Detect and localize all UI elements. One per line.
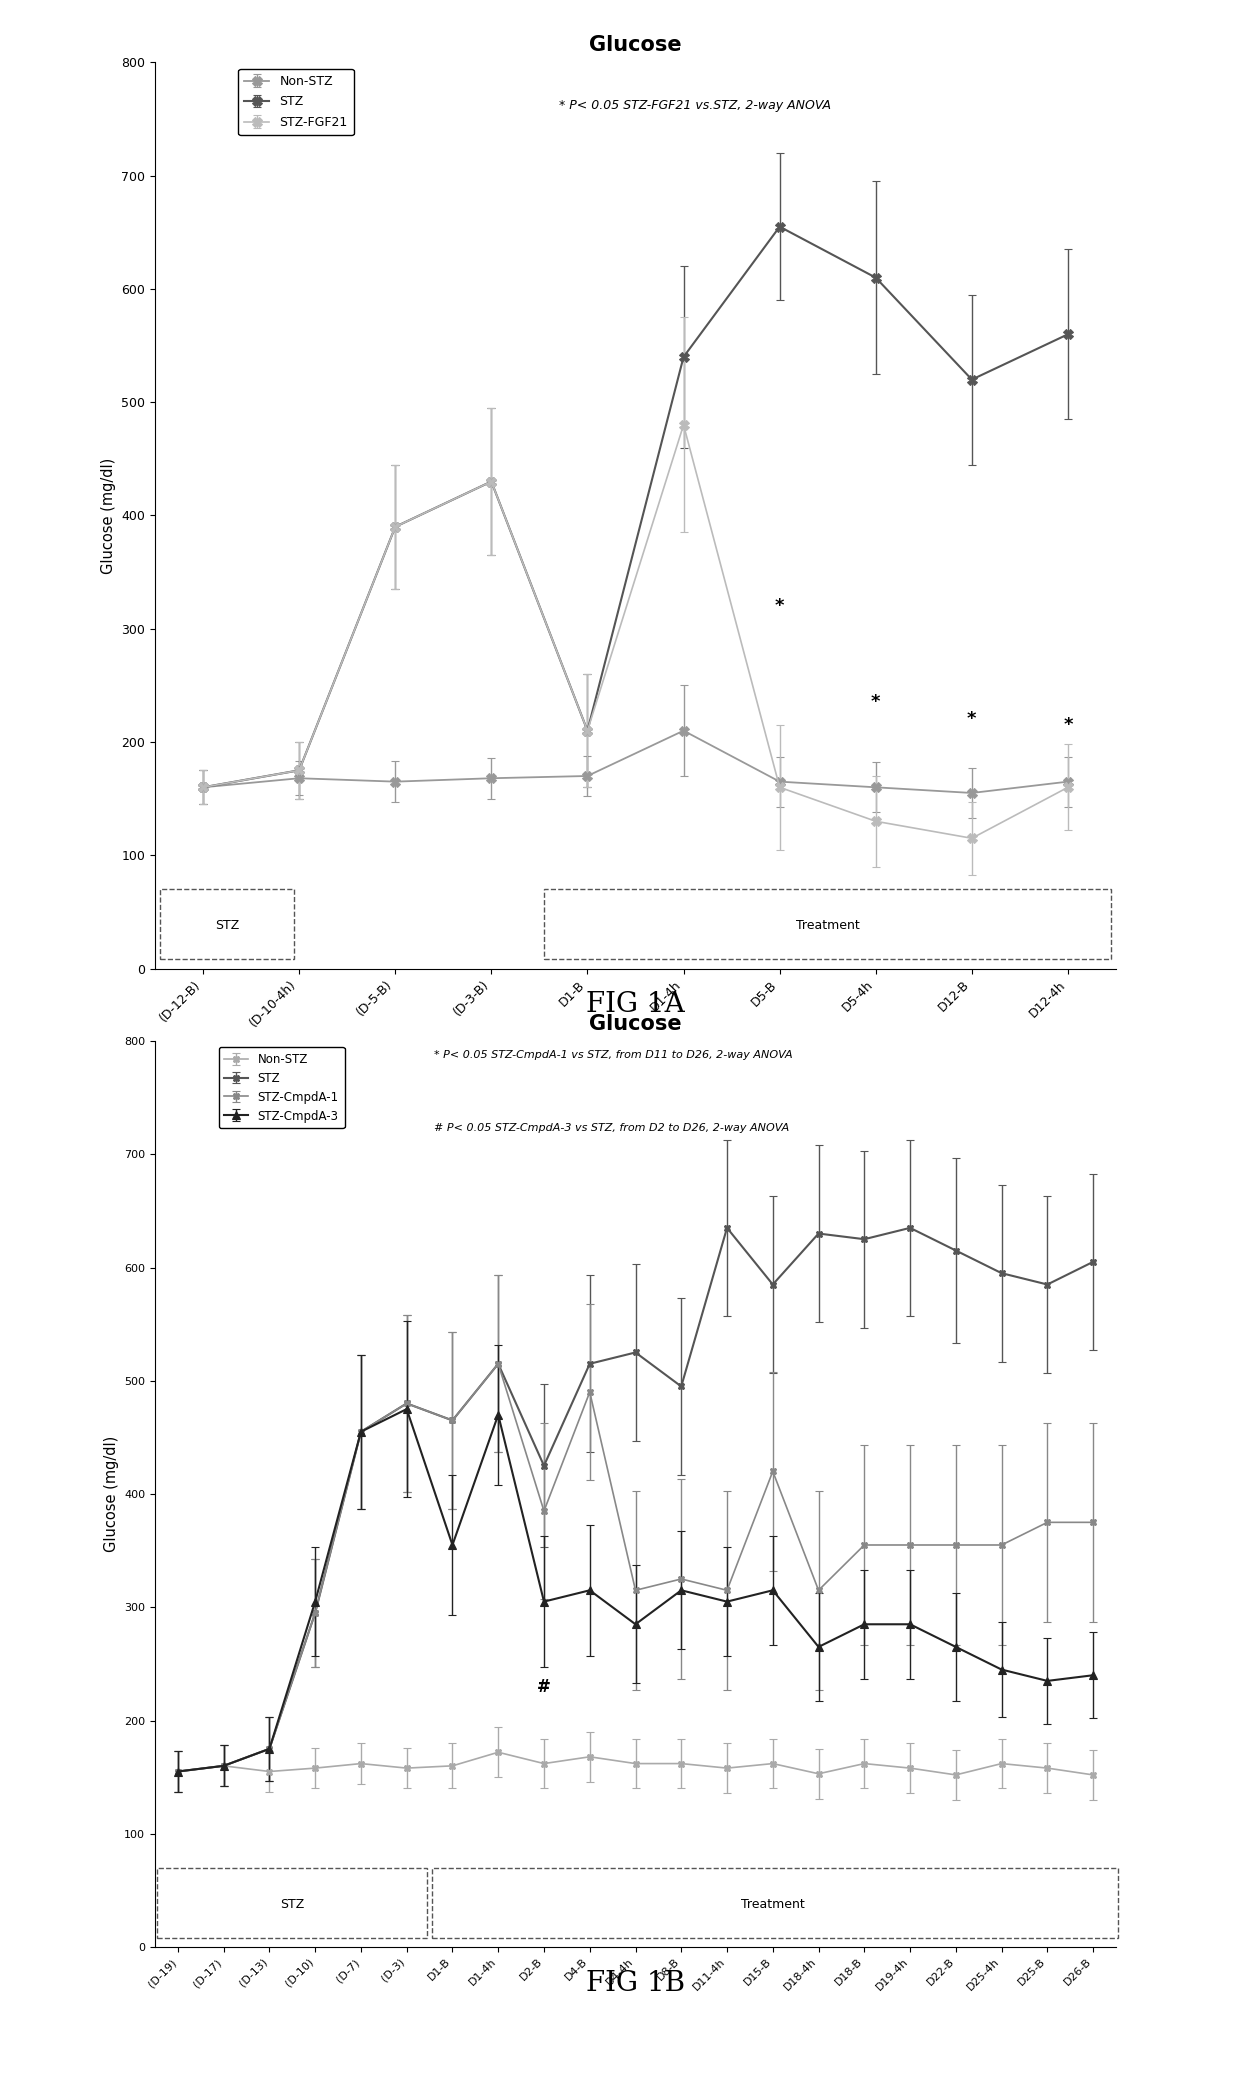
Text: FIG 1A: FIG 1A <box>587 991 684 1018</box>
Text: FIG 1B: FIG 1B <box>587 1970 684 1997</box>
Bar <box>160 889 294 960</box>
Bar <box>157 1868 428 1938</box>
Text: STZ: STZ <box>280 1897 304 1911</box>
Title: Glucose: Glucose <box>589 1014 682 1035</box>
Text: # P< 0.05 STZ-CmpdA-3 vs STZ, from D2 to D26, 2-way ANOVA: # P< 0.05 STZ-CmpdA-3 vs STZ, from D2 to… <box>434 1122 789 1133</box>
Title: Glucose: Glucose <box>589 35 682 56</box>
Text: *: * <box>775 598 785 614</box>
Y-axis label: Glucose (mg/dl): Glucose (mg/dl) <box>104 1437 119 1553</box>
Legend: Non-STZ, STZ, STZ-CmpdA-1, STZ-CmpdA-3: Non-STZ, STZ, STZ-CmpdA-1, STZ-CmpdA-3 <box>218 1047 345 1128</box>
Text: Treatment: Treatment <box>796 918 859 933</box>
Bar <box>432 1868 1118 1938</box>
Text: *: * <box>1063 716 1073 735</box>
Text: #: # <box>537 1678 551 1695</box>
Text: Treatment: Treatment <box>742 1897 805 1911</box>
Text: * P< 0.05 STZ-CmpdA-1 vs STZ, from D11 to D26, 2-way ANOVA: * P< 0.05 STZ-CmpdA-1 vs STZ, from D11 t… <box>434 1049 792 1060</box>
Text: *: * <box>967 710 977 729</box>
Text: * P< 0.05 STZ-FGF21 vs.STZ, 2-way ANOVA: * P< 0.05 STZ-FGF21 vs.STZ, 2-way ANOVA <box>558 98 831 112</box>
Bar <box>544 889 1111 960</box>
Text: *: * <box>870 693 880 712</box>
Text: STZ: STZ <box>215 918 239 933</box>
Y-axis label: Glucose (mg/dl): Glucose (mg/dl) <box>100 458 115 575</box>
Legend: Non-STZ, STZ, STZ-FGF21: Non-STZ, STZ, STZ-FGF21 <box>238 69 353 135</box>
